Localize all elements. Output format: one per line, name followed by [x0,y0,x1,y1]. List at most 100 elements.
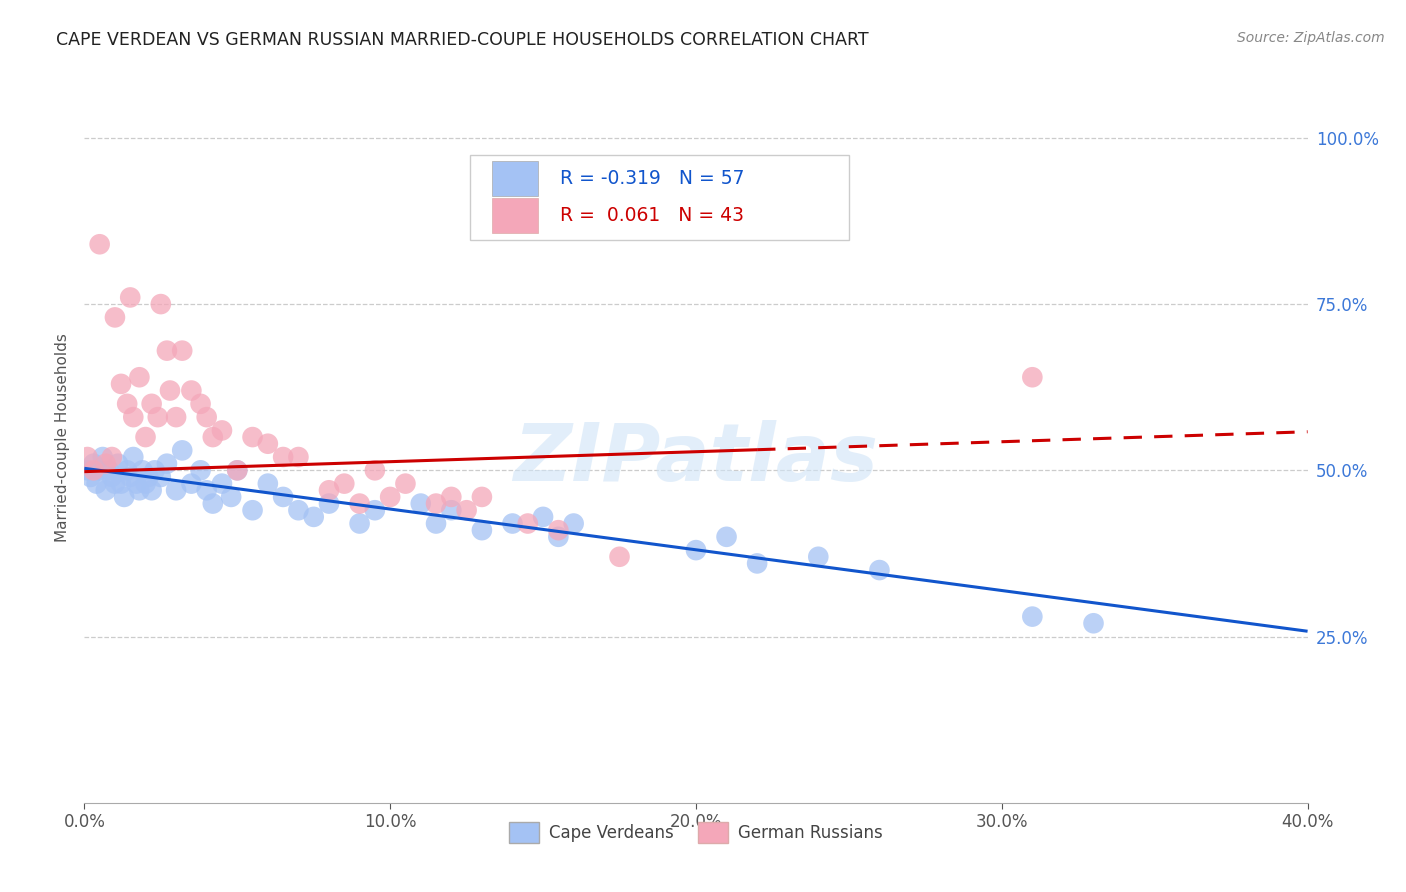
Point [146,410,169,425]
Point [83,463,105,477]
Point [425,516,447,531]
Point [115,397,138,411]
Point [425,497,447,511]
Point [747,557,769,571]
Point [287,503,309,517]
Legend: Cape Verdeans, German Russians: Cape Verdeans, German Russians [502,815,890,849]
Point [440,503,463,517]
Point [869,563,891,577]
Point [149,470,172,484]
Text: R =  0.061   N = 43: R = 0.061 N = 43 [560,206,744,225]
Point [122,410,145,425]
Point [333,476,356,491]
Point [180,384,202,398]
Point [89,463,111,477]
Point [195,483,218,498]
Point [115,463,138,477]
Text: CAPE VERDEAN VS GERMAN RUSSIAN MARRIED-COUPLE HOUSEHOLDS CORRELATION CHART: CAPE VERDEAN VS GERMAN RUSSIAN MARRIED-C… [56,31,869,49]
Point [1083,616,1105,631]
Point [101,450,124,464]
Point [440,490,463,504]
Point [89,237,111,252]
Point [226,463,249,477]
Point [120,290,142,304]
Point [159,384,181,398]
Point [242,503,264,517]
Point [165,410,187,425]
Point [172,343,194,358]
Point [76,450,98,464]
Text: R = -0.319   N = 57: R = -0.319 N = 57 [560,169,745,188]
Point [219,490,242,504]
Point [110,376,132,391]
Point [271,490,294,504]
Point [165,483,187,498]
Point [131,463,153,477]
Point [562,516,585,531]
Point [135,430,157,444]
Point [456,503,478,517]
Point [271,450,294,464]
Point [195,410,218,425]
Point [104,476,127,491]
Point [226,463,249,477]
Point [125,476,148,491]
Point [149,297,172,311]
Point [94,483,117,498]
Point [156,457,179,471]
Point [76,463,98,477]
Point [122,450,145,464]
Point [1021,370,1043,384]
Point [120,470,142,484]
Point [257,476,280,491]
Point [141,397,163,411]
FancyBboxPatch shape [470,155,849,240]
Point [110,476,132,491]
Point [547,523,569,537]
Point [211,476,233,491]
Point [349,516,371,531]
Point [471,490,494,504]
Point [172,443,194,458]
Point [409,497,432,511]
Point [318,497,340,511]
Point [318,483,340,498]
Point [104,310,127,325]
Point [394,476,416,491]
Point [180,476,202,491]
Point [190,463,212,477]
Point [364,503,387,517]
Point [128,370,150,384]
Point [143,463,166,477]
Point [107,457,129,471]
Point [86,476,108,491]
Point [807,549,830,564]
Point [547,530,569,544]
Text: Source: ZipAtlas.com: Source: ZipAtlas.com [1237,31,1385,45]
Point [112,490,135,504]
Point [502,516,524,531]
Point [364,463,387,477]
Point [156,343,179,358]
Point [97,463,120,477]
Text: ZIPatlas: ZIPatlas [513,420,879,498]
Point [685,543,707,558]
Point [302,509,325,524]
Point [190,397,212,411]
Point [201,430,224,444]
Point [471,523,494,537]
Point [91,450,114,464]
Point [380,490,402,504]
Y-axis label: Married-couple Households: Married-couple Households [55,333,70,541]
Point [101,470,124,484]
Point [609,549,631,564]
Bar [492,161,538,196]
Point [349,497,371,511]
Point [716,530,738,544]
Point [211,424,233,438]
Point [201,497,224,511]
Point [138,470,160,484]
Point [257,436,280,450]
Point [531,509,554,524]
Point [83,457,105,471]
